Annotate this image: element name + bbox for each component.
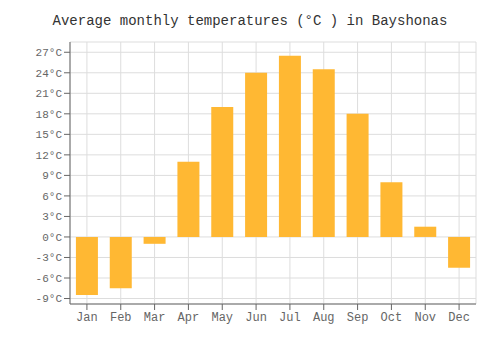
svg-text:-3°C: -3°C (36, 252, 63, 264)
svg-text:9°C: 9°C (42, 170, 62, 182)
svg-text:-9°C: -9°C (36, 293, 63, 305)
svg-text:Feb: Feb (110, 311, 132, 325)
svg-text:21°C: 21°C (36, 88, 63, 100)
svg-text:Mar: Mar (144, 311, 166, 325)
svg-text:6°C: 6°C (42, 191, 62, 203)
svg-text:Nov: Nov (414, 311, 436, 325)
svg-text:12°C: 12°C (36, 150, 63, 162)
svg-text:Jan: Jan (76, 311, 98, 325)
svg-text:0°C: 0°C (42, 232, 62, 244)
svg-text:24°C: 24°C (36, 68, 63, 80)
svg-text:3°C: 3°C (42, 211, 62, 223)
svg-text:18°C: 18°C (36, 109, 63, 121)
svg-text:Oct: Oct (381, 311, 403, 325)
svg-text:15°C: 15°C (36, 129, 63, 141)
svg-text:27°C: 27°C (36, 47, 63, 59)
svg-text:-6°C: -6°C (36, 273, 63, 285)
svg-text:May: May (211, 311, 233, 325)
svg-text:Jun: Jun (245, 311, 267, 325)
html-text:Average monthly temperatures (: Average monthly temperatures (°C ) in Ba… (52, 13, 448, 29)
svg-text:Dec: Dec (448, 311, 470, 325)
svg-text:Apr: Apr (178, 311, 200, 325)
svg-text:Jul: Jul (279, 311, 301, 325)
svg-text:Aug: Aug (313, 311, 335, 325)
svg-text:Sep: Sep (347, 311, 369, 325)
